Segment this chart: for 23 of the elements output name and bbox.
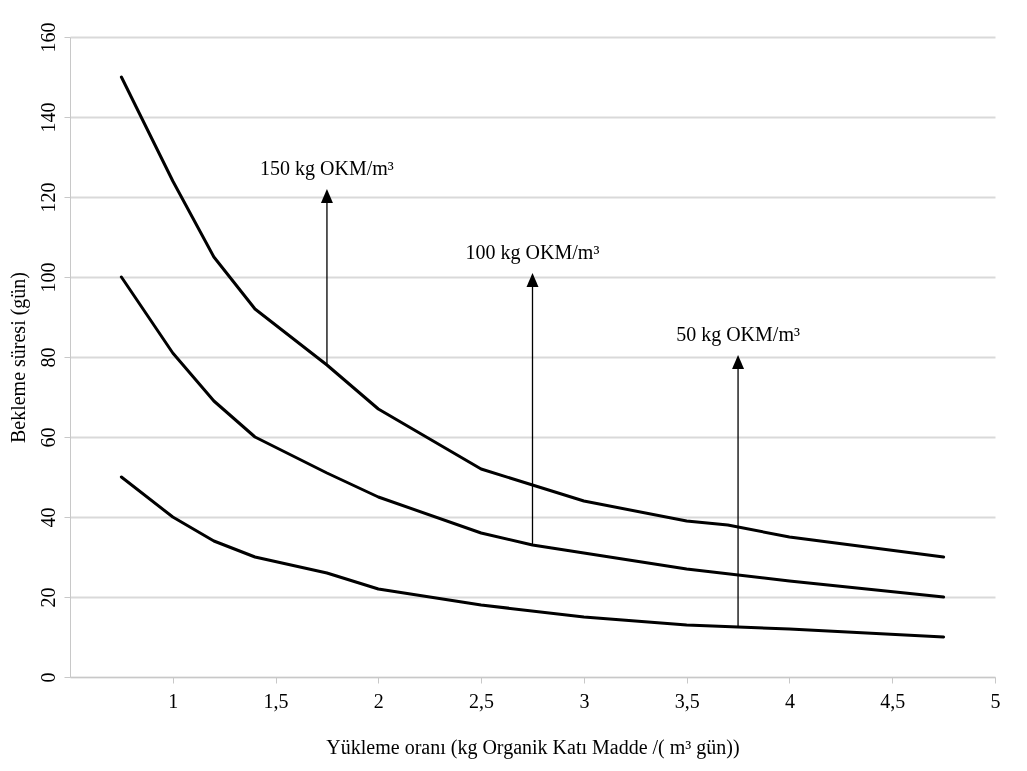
x-tick-label: 5 [990,689,1001,712]
x-tick-label: 1 [168,689,179,712]
annotation: 150 kg OKM/m³ [260,157,394,180]
y-tick-label: 120 [36,182,59,213]
y-tick-label: 140 [36,102,59,133]
x-tick-label: 4 [784,689,795,712]
y-axis-title: Bekleme süresi (gün) [6,271,30,444]
y-tick-label: 60 [36,427,59,448]
x-axis-title: Yükleme oranı (kg Organik Katı Madde /( m³ gün)) [326,735,740,759]
x-tick-label: 4,5 [880,689,906,712]
y-tick-label: 40 [36,507,59,528]
annotation: 100 kg OKM/m³ [465,241,600,264]
y-tick-label: 160 [36,22,59,53]
y-tick-label: 20 [36,587,59,608]
x-tick-label: 1,5 [263,689,289,712]
y-tick-label: 0 [36,672,59,683]
x-tick-label: 2 [373,689,384,712]
annotation: 50 kg OKM/m³ [676,323,800,346]
y-tick-label: 100 [36,262,59,293]
x-tick-label: 2,5 [469,689,495,712]
x-tick-label: 3 [579,689,590,712]
x-tick-label: 3,5 [674,689,700,712]
y-tick-label: 80 [36,347,59,368]
